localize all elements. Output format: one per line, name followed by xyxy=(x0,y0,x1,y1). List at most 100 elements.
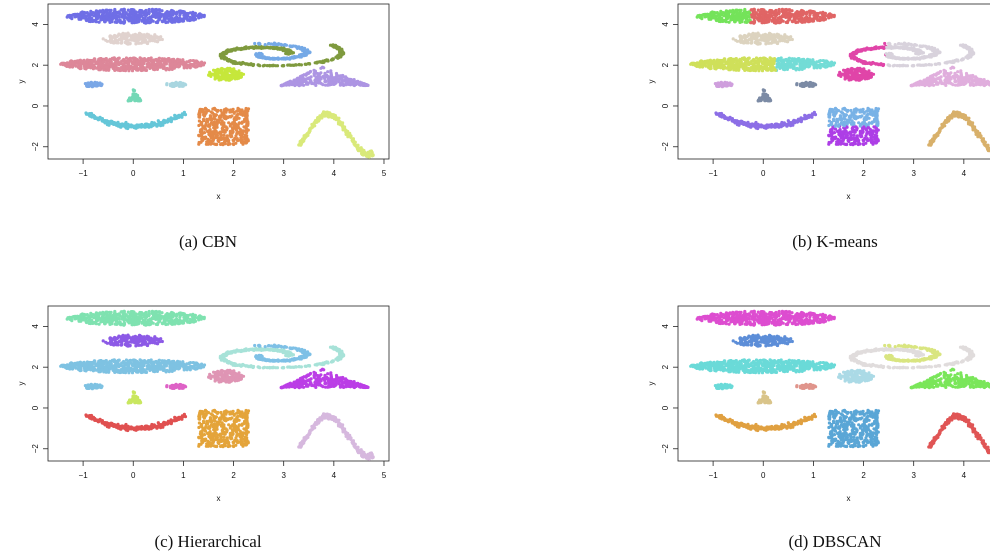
data-point xyxy=(138,15,142,19)
data-point xyxy=(807,62,811,66)
data-point xyxy=(227,75,231,79)
data-point xyxy=(80,60,84,64)
data-point xyxy=(127,15,131,19)
data-point xyxy=(132,56,136,60)
data-point xyxy=(131,92,135,96)
data-point xyxy=(766,63,770,67)
data-point xyxy=(323,71,327,75)
data-point xyxy=(87,19,91,23)
data-point xyxy=(802,66,806,70)
data-point xyxy=(137,37,141,41)
data-point xyxy=(201,135,205,140)
data-point xyxy=(163,20,168,24)
data-point xyxy=(199,122,203,126)
data-point xyxy=(796,67,801,71)
data-point xyxy=(138,12,142,16)
data-point xyxy=(777,62,781,66)
data-point xyxy=(112,57,116,62)
data-point xyxy=(131,15,135,19)
data-point xyxy=(114,61,118,65)
data-point xyxy=(173,20,177,24)
data-point xyxy=(302,52,306,57)
data-point xyxy=(768,15,772,19)
data-point xyxy=(821,59,825,63)
data-point xyxy=(308,126,312,131)
data-point xyxy=(344,83,348,87)
y-tick-label: −2 xyxy=(31,142,40,152)
data-point xyxy=(752,57,756,62)
data-point xyxy=(172,66,176,70)
data-point xyxy=(113,20,117,24)
data-point xyxy=(799,17,803,21)
data-point xyxy=(319,66,323,70)
data-point xyxy=(320,112,324,116)
data-point xyxy=(288,44,292,48)
data-point xyxy=(139,64,143,68)
data-point xyxy=(101,63,105,67)
data-point xyxy=(123,69,128,73)
data-point xyxy=(119,68,123,73)
data-point xyxy=(741,16,745,20)
data-point xyxy=(71,61,75,65)
data-point xyxy=(152,10,156,14)
data-point xyxy=(772,67,776,71)
data-point xyxy=(122,63,126,67)
data-point xyxy=(224,125,228,129)
data-point xyxy=(239,71,243,75)
data-point xyxy=(207,123,211,127)
data-point xyxy=(337,45,341,50)
data-point xyxy=(824,65,828,69)
data-point xyxy=(699,59,703,63)
data-point xyxy=(230,75,234,79)
data-point xyxy=(201,138,205,142)
data-point xyxy=(344,130,348,134)
data-point xyxy=(332,76,336,80)
data-point xyxy=(244,106,248,111)
data-point xyxy=(746,56,750,61)
data-point xyxy=(182,13,186,17)
data-point xyxy=(219,78,223,82)
data-point xyxy=(701,61,705,65)
data-point xyxy=(144,21,148,25)
data-point xyxy=(786,40,790,44)
data-point xyxy=(743,68,747,72)
data-point xyxy=(160,65,165,69)
data-point xyxy=(133,99,137,103)
data-point xyxy=(117,11,121,15)
data-point xyxy=(154,14,158,18)
data-point xyxy=(222,128,226,132)
data-point xyxy=(243,133,247,137)
data-point xyxy=(786,19,790,23)
x-tick-label: 2 xyxy=(231,169,236,178)
data-point xyxy=(755,42,759,46)
data-point xyxy=(181,19,185,23)
data-point xyxy=(239,61,244,65)
data-point xyxy=(147,62,151,66)
data-point xyxy=(133,39,137,43)
data-point xyxy=(203,124,207,128)
data-point xyxy=(234,61,238,65)
data-point xyxy=(90,59,94,63)
data-point xyxy=(739,60,743,64)
data-point xyxy=(91,67,95,71)
data-point xyxy=(756,8,760,12)
data-point xyxy=(108,38,112,42)
data-point xyxy=(721,67,725,71)
data-point xyxy=(803,20,807,24)
x-axis-title: x xyxy=(217,192,221,201)
data-point xyxy=(89,112,93,116)
data-point xyxy=(755,35,759,39)
data-point xyxy=(154,11,158,16)
data-point xyxy=(306,82,310,86)
data-point xyxy=(215,118,219,122)
data-point xyxy=(809,81,813,85)
data-point xyxy=(284,43,288,47)
data-point xyxy=(156,19,160,23)
data-point xyxy=(262,45,266,49)
data-point xyxy=(338,83,342,87)
data-point xyxy=(257,42,261,46)
data-point xyxy=(242,125,246,129)
data-point xyxy=(321,83,325,87)
data-point xyxy=(201,126,205,130)
data-point xyxy=(743,20,747,24)
